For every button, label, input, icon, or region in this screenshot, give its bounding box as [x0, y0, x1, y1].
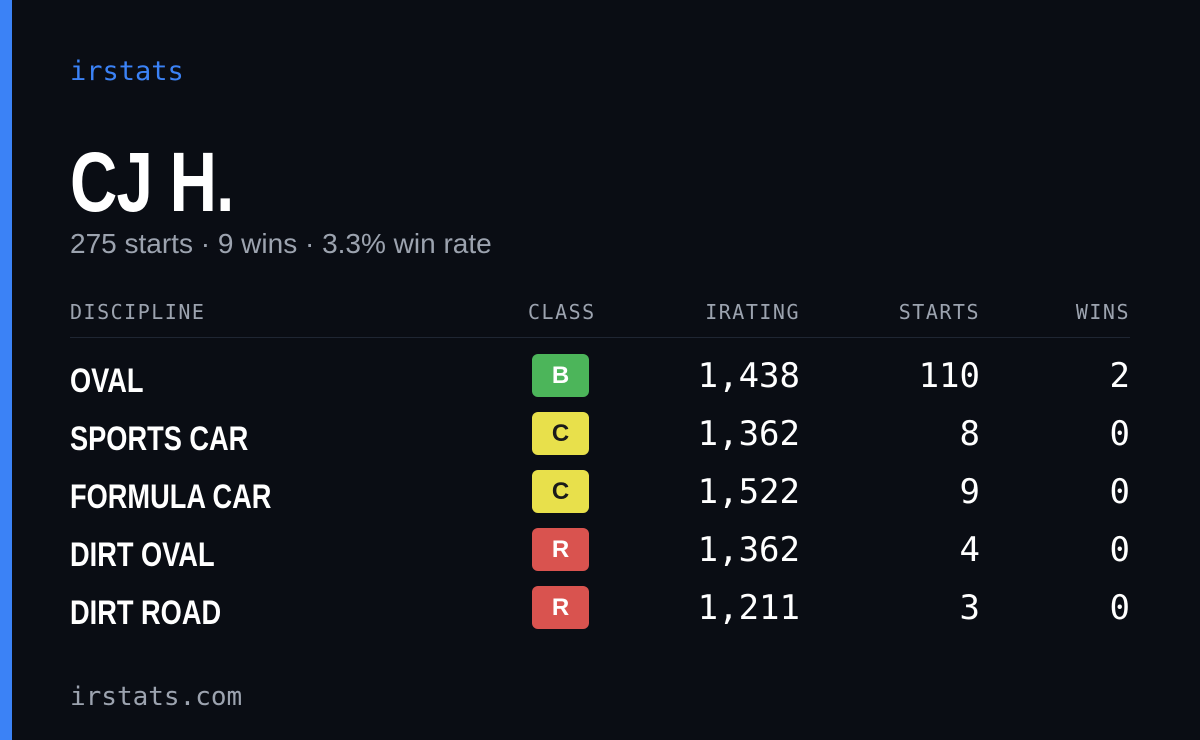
accent-bar: [0, 0, 12, 740]
wins: 0: [1109, 414, 1130, 454]
brand: irstats: [70, 56, 184, 87]
starts: 110: [918, 356, 980, 396]
discipline: DIRT OVAL: [70, 536, 215, 574]
discipline: SPORTS CAR: [70, 420, 249, 458]
column-header: DISCIPLINE: [70, 300, 206, 324]
class-badge: R: [532, 586, 589, 629]
class-badge: R: [532, 528, 589, 571]
column-header: CLASS: [528, 300, 596, 324]
starts: 8: [959, 414, 980, 454]
footer: irstats.com: [70, 682, 243, 712]
class-badge: B: [532, 354, 589, 397]
summary: 275 starts · 9 wins · 3.3% win rate: [70, 228, 492, 259]
column-header: STARTS: [898, 300, 980, 324]
irating: 1,211: [697, 588, 800, 628]
column-header: IRATING: [705, 300, 800, 324]
discipline: DIRT ROAD: [70, 594, 222, 632]
irating: 1,438: [697, 356, 800, 396]
driver-name: CJ H.: [70, 135, 234, 229]
starts: 4: [959, 530, 980, 570]
starts: 9: [959, 472, 980, 512]
wins: 0: [1109, 530, 1130, 570]
wins: 0: [1109, 472, 1130, 512]
column-header: WINS: [1075, 300, 1130, 324]
class-badge: C: [532, 412, 589, 455]
header-rule: [70, 337, 1130, 338]
irating: 1,362: [697, 414, 800, 454]
irating: 1,522: [697, 472, 800, 512]
starts: 3: [959, 588, 980, 628]
discipline: OVAL: [70, 362, 144, 400]
class-badge: C: [532, 470, 589, 513]
irating: 1,362: [697, 530, 800, 570]
discipline: FORMULA CAR: [70, 478, 272, 516]
wins: 2: [1109, 356, 1130, 396]
wins: 0: [1109, 588, 1130, 628]
